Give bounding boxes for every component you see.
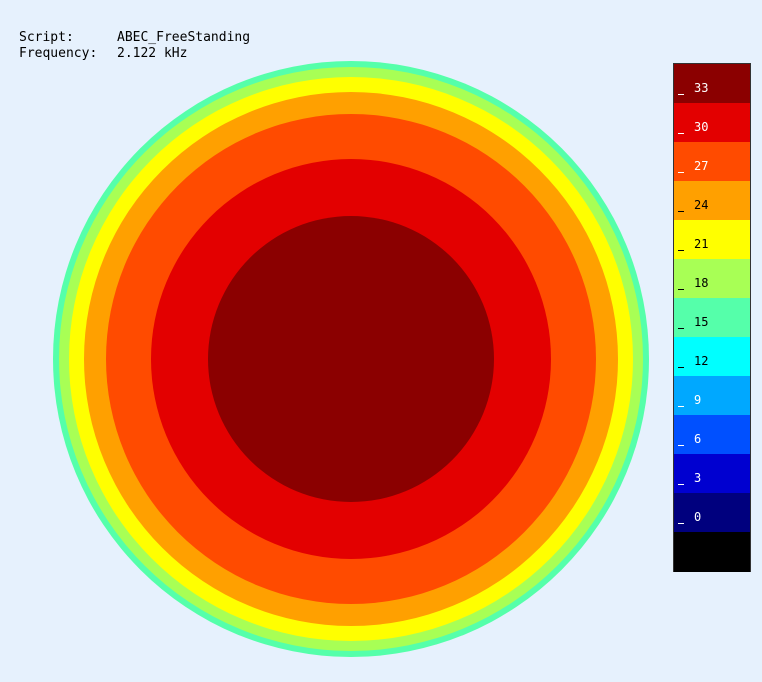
frequency-label: Frequency: xyxy=(19,46,98,61)
colorbar-tick-label: 0 xyxy=(694,509,702,524)
colorbar-tick-label: 12 xyxy=(694,353,709,368)
colorbar-tick xyxy=(678,327,684,329)
script-label: Script: xyxy=(19,30,74,45)
colorbar-tick-label: 21 xyxy=(694,236,709,251)
colorbar: 33 30 27 24 21 18 15 12 9 6 3 0 xyxy=(673,63,751,572)
contour-level-33 xyxy=(208,216,494,502)
colorbar-tick-label: 15 xyxy=(694,314,709,329)
colorbar-band xyxy=(674,298,750,338)
colorbar-tick xyxy=(678,366,684,368)
colorbar-tick-label: 24 xyxy=(694,197,709,212)
colorbar-tick xyxy=(678,249,684,251)
colorbar-tick-label: 3 xyxy=(694,470,702,485)
colorbar-band xyxy=(674,103,750,143)
colorbar-tick xyxy=(678,405,684,407)
colorbar-tick xyxy=(678,210,684,212)
frequency-value: 2.122 kHz xyxy=(117,46,188,61)
colorbar-band xyxy=(674,454,750,494)
colorbar-tick-label: 30 xyxy=(694,119,709,134)
colorbar-tick xyxy=(678,288,684,290)
colorbar-band xyxy=(674,493,750,533)
colorbar-tick-label: 18 xyxy=(694,275,709,290)
frequency-row: Frequency: 2.122 kHz xyxy=(19,46,250,62)
colorbar-tick xyxy=(678,483,684,485)
colorbar-tick xyxy=(678,171,684,173)
colorbar-band xyxy=(674,259,750,299)
colorbar-band xyxy=(674,64,750,104)
colorbar-band xyxy=(674,415,750,455)
colorbar-tick-label: 27 xyxy=(694,158,709,173)
script-name: ABEC_FreeStanding xyxy=(117,30,251,45)
info-panel: Script: ABEC_FreeStanding Frequency: 2.122… xyxy=(19,30,250,62)
colorbar-band xyxy=(674,337,750,377)
colorbar-band xyxy=(674,532,750,572)
colorbar-tick xyxy=(678,132,684,134)
colorbar-band xyxy=(674,181,750,221)
colorbar-tick xyxy=(678,93,684,95)
colorbar-tick-label: 6 xyxy=(694,431,702,446)
script-row: Script: ABEC_FreeStanding xyxy=(19,30,250,46)
colorbar-band xyxy=(674,376,750,416)
colorbar-band xyxy=(674,220,750,260)
colorbar-tick-label: 9 xyxy=(694,392,702,407)
colorbar-tick xyxy=(678,522,684,524)
colorbar-tick xyxy=(678,444,684,446)
colorbar-band xyxy=(674,142,750,182)
colorbar-tick-label: 33 xyxy=(694,80,709,95)
